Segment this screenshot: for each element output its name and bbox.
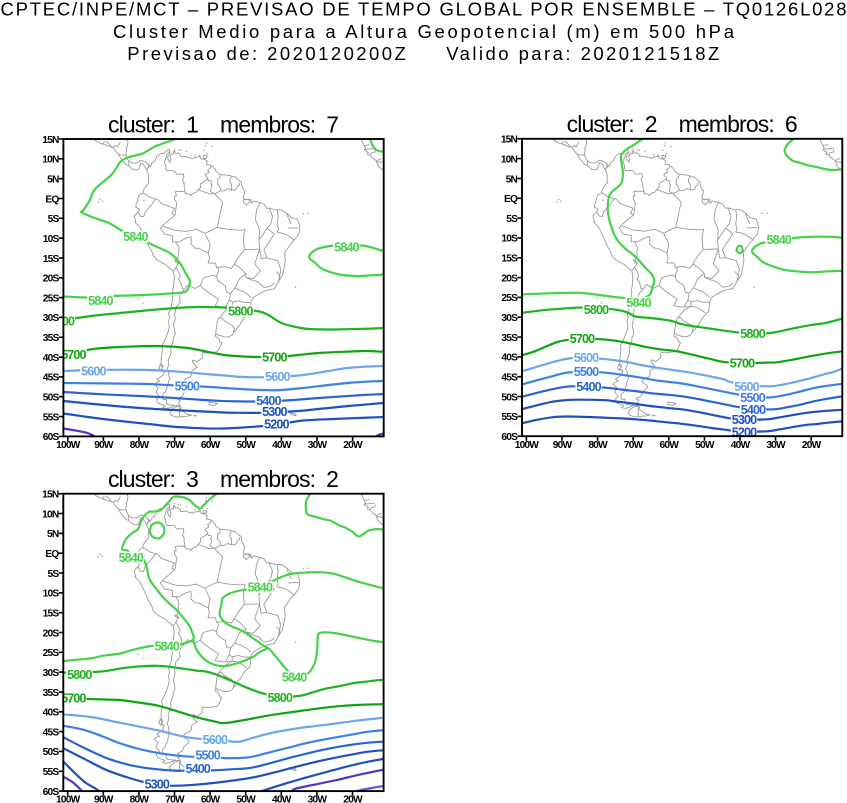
svg-text:5400: 5400 (256, 394, 281, 408)
svg-text:5700: 5700 (262, 350, 287, 364)
svg-text:Previsao de: 2020120200Z V: Previsao de: 2020120200Z Valido para: 20… (127, 43, 719, 64)
svg-text:5300: 5300 (262, 405, 287, 419)
svg-text:5200: 5200 (264, 417, 289, 431)
svg-text:5400: 5400 (741, 403, 766, 417)
svg-text:5700: 5700 (61, 348, 86, 362)
svg-text:cluster: 2 membros: 6: cluster: 2 membros: 6 (567, 111, 798, 137)
svg-text:5600: 5600 (574, 351, 599, 365)
svg-text:5700: 5700 (730, 357, 755, 371)
svg-text:Cluster Medio para a Altura Ge: Cluster Medio para a Altura Geopotencial… (113, 21, 735, 42)
svg-text:5800: 5800 (50, 314, 75, 328)
svg-text:5840: 5840 (334, 240, 359, 254)
svg-text:5300: 5300 (145, 778, 170, 792)
svg-text:cluster: 3 membros: 2: cluster: 3 membros: 2 (108, 466, 339, 492)
svg-text:5500: 5500 (740, 391, 765, 405)
svg-text:5840: 5840 (155, 639, 180, 653)
svg-text:5800: 5800 (740, 327, 765, 341)
svg-text:5700: 5700 (61, 692, 86, 706)
svg-text:5800: 5800 (584, 303, 609, 317)
svg-text:5700: 5700 (570, 332, 595, 346)
svg-text:cluster: 1 membros: 7: cluster: 1 membros: 7 (108, 111, 339, 137)
svg-text:5300: 5300 (732, 413, 757, 427)
svg-text:5600: 5600 (265, 370, 290, 384)
svg-text:5400: 5400 (576, 380, 601, 394)
svg-text:5840: 5840 (248, 581, 273, 595)
svg-text:5200: 5200 (732, 426, 757, 440)
svg-text:5500: 5500 (175, 380, 200, 394)
svg-text:5840: 5840 (282, 670, 307, 684)
svg-text:5400: 5400 (185, 762, 210, 776)
svg-text:5840: 5840 (123, 230, 148, 244)
svg-text:5500: 5500 (574, 365, 599, 379)
svg-text:5500: 5500 (195, 749, 220, 763)
svg-text:5600: 5600 (203, 733, 228, 747)
svg-text:5840: 5840 (766, 233, 791, 247)
svg-text:5840: 5840 (119, 551, 144, 565)
svg-text:5800: 5800 (67, 668, 92, 682)
svg-text:5840: 5840 (88, 294, 113, 308)
svg-text:5840: 5840 (626, 296, 651, 310)
svg-text:5600: 5600 (81, 364, 106, 378)
svg-text:5800: 5800 (228, 304, 253, 318)
svg-text:5600: 5600 (734, 380, 759, 394)
svg-text:5800: 5800 (268, 691, 293, 705)
svg-text:CPTEC/INPE/MCT – PREVISAO DE T: CPTEC/INPE/MCT – PREVISAO DE TEMPO GLOBA… (0, 0, 846, 20)
